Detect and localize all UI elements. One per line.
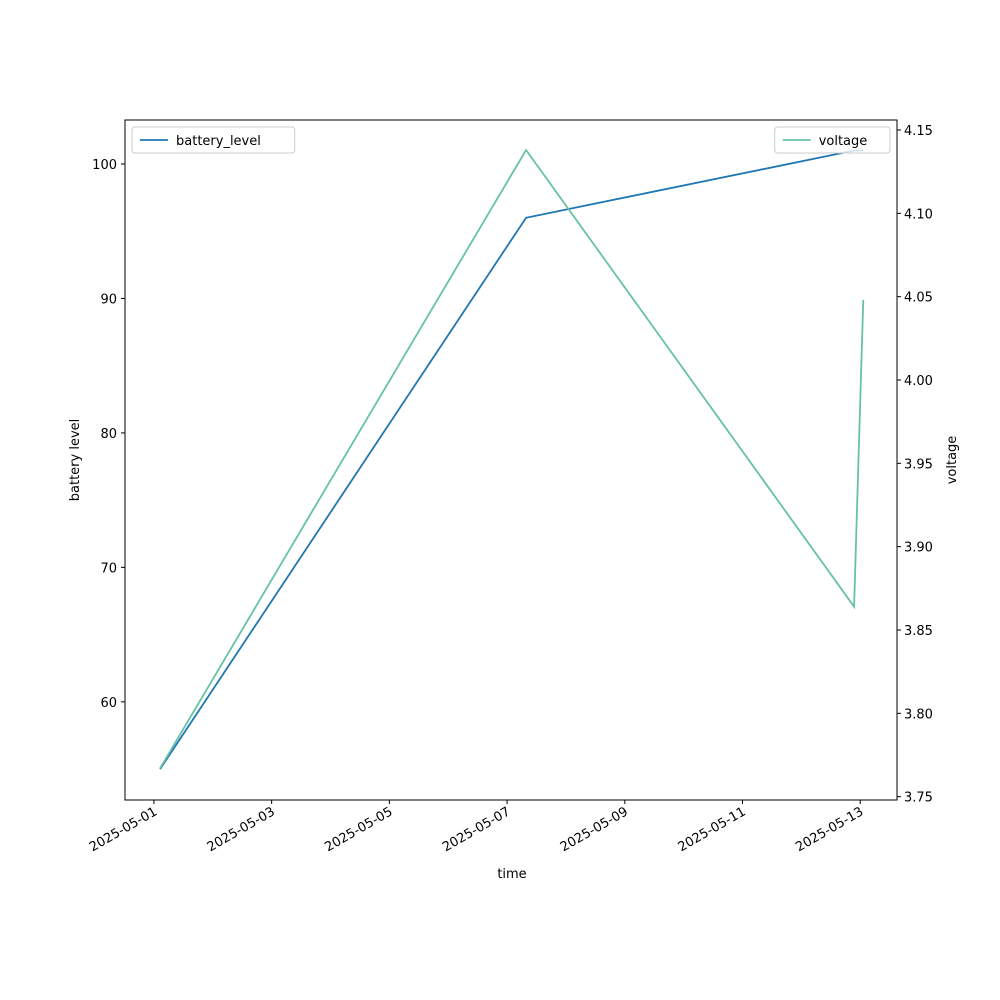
x-tick-label: 2025-05-01 [87,804,160,855]
y2-tick-label: 4.15 [904,124,933,139]
line-series [159,149,864,770]
y2-tick-label: 3.80 [904,707,933,722]
legend: battery_level [131,126,296,154]
y2-tick-label: 3.85 [904,624,933,639]
y-tick-label: 80 [100,427,117,442]
y-tick-label: 60 [100,696,117,711]
legend-label: battery_level [176,134,261,149]
legend-box [774,126,891,154]
legend-label: voltage [819,134,868,149]
x-tick-label: 2025-05-13 [793,804,866,855]
y-tick-label: 70 [100,561,117,576]
y-tick-label: 100 [92,158,117,173]
line-series [159,148,865,769]
legend-box [131,126,296,154]
y2-tick-label: 4.00 [904,374,933,389]
x-tick-label: 2025-05-03 [205,804,278,855]
x-axis-label: time [497,867,526,882]
legend: voltage [774,126,891,154]
x-tick-label: 2025-05-05 [322,804,395,855]
y2-tick-label: 3.95 [904,457,933,472]
y-axis-label: battery level [68,419,83,502]
x-tick-label: 2025-05-11 [676,804,749,855]
y2-tick-label: 3.75 [904,791,933,806]
x-tick-label: 2025-05-07 [440,804,513,855]
y2-tick-label: 4.05 [904,291,933,306]
x-tick-label: 2025-05-09 [558,804,631,855]
y2-tick-label: 4.10 [904,207,933,222]
y2-tick-label: 3.90 [904,541,933,556]
y2-axis-label: voltage [945,436,960,485]
y-tick-label: 90 [100,292,117,307]
plot-frame [124,119,898,801]
